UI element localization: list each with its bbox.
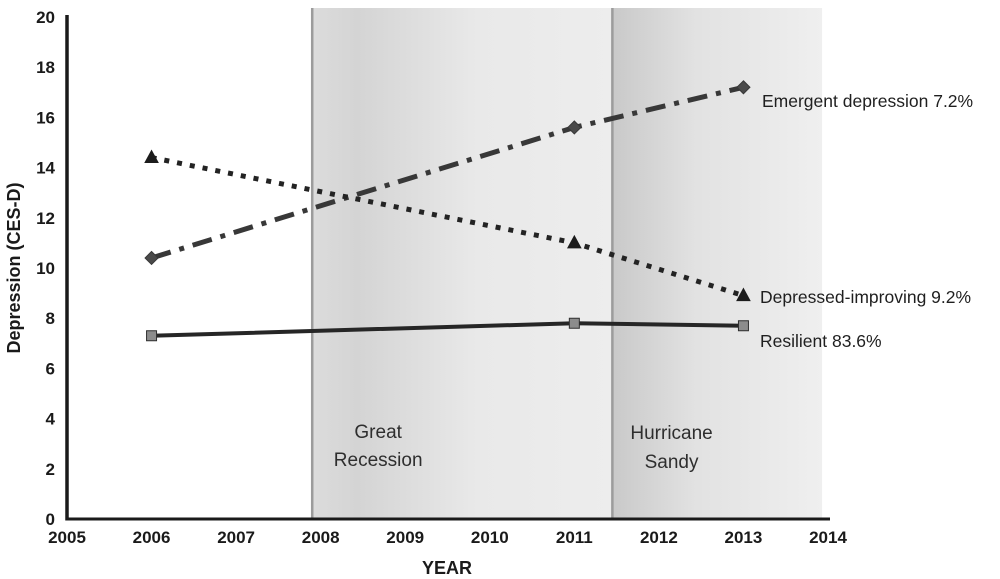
x-tick-label-2011: 2011 [556, 528, 593, 547]
x-axis-title: YEAR [422, 558, 472, 578]
x-tick-label-2012: 2012 [640, 528, 678, 547]
series-label-resilient: Resilient 83.6% [760, 331, 882, 351]
x-tick-label-2006: 2006 [133, 528, 171, 547]
x-tick-label-2007: 2007 [217, 528, 255, 547]
x-tick-label-2008: 2008 [302, 528, 340, 547]
y-tick-label-12: 12 [36, 209, 55, 228]
x-tick-label-2014: 2014 [809, 528, 847, 547]
y-axis-title: Depression (CES-D) [4, 182, 24, 353]
y-tick-label-6: 6 [46, 359, 55, 378]
series-marker-depressed-improving [736, 287, 751, 302]
series-marker-emergent-depression [144, 250, 159, 266]
y-tick-label-16: 16 [36, 108, 55, 127]
y-tick-label-20: 20 [36, 8, 55, 27]
band-label-hurricane-sandy: Hurricane Sandy [630, 423, 712, 473]
y-tick-label-4: 4 [46, 410, 56, 429]
series-label-emergent-depression: Emergent depression 7.2% [762, 91, 973, 111]
y-tick-label-0: 0 [46, 510, 55, 529]
y-tick-label-10: 10 [36, 259, 55, 278]
x-tick-label-2005: 2005 [48, 528, 86, 547]
band-label-great-recession: Great Recession [334, 422, 423, 471]
series-label-depressed-improving: Depressed-improving 9.2% [760, 287, 971, 307]
series-marker-depressed-improving [144, 149, 159, 164]
x-tick-label-2009: 2009 [386, 528, 424, 547]
y-tick-label-8: 8 [46, 309, 55, 328]
y-tick-label-2: 2 [46, 460, 55, 479]
series-marker-emergent-depression [567, 120, 582, 135]
event-band-great-recession [312, 8, 613, 519]
series-marker-resilient [568, 317, 580, 329]
series-marker-resilient [737, 320, 749, 332]
y-tick-label-14: 14 [36, 159, 55, 178]
series-marker-depressed-improving [566, 234, 582, 249]
series-marker-resilient [146, 330, 158, 342]
x-tick-label-2013: 2013 [725, 528, 763, 547]
y-tick-label-18: 18 [36, 58, 55, 77]
series-marker-emergent-depression [736, 80, 751, 95]
x-tick-label-2010: 2010 [471, 528, 509, 547]
